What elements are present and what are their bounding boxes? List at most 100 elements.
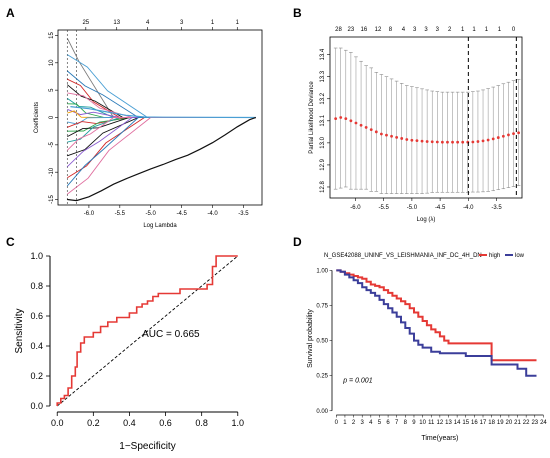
panel-b-point: [369, 128, 373, 132]
panel-b-point: [476, 140, 480, 143]
panel-a-coef-path: [67, 110, 256, 118]
panel-a-top-tick-label: 1: [236, 20, 240, 26]
panel-d-y-tick-label: 0.25: [316, 374, 328, 380]
panel-a-y-tick-label: 15: [49, 31, 55, 38]
panel-c-x-tick-label: 0.2: [87, 418, 100, 428]
panel-a-y-tick-label: 10: [49, 59, 55, 66]
panel-a-y-tick-label: 0: [49, 115, 55, 119]
panel-b-point: [385, 133, 388, 137]
panel-a-coef-path-main: [67, 116, 257, 202]
panel-d-y-tick-label: 0.00: [316, 409, 328, 415]
panel-b-x-tick-label: -4.0: [463, 205, 474, 211]
panel-a-coef-path: [67, 78, 256, 118]
panel-c-y-tick-label: 0.0: [30, 401, 43, 411]
panel-a-coef-path: [66, 37, 256, 118]
panel-c-x-tick-label: 0.6: [159, 418, 172, 428]
panel-c-y-tick-label: 1.0: [30, 251, 43, 261]
panel-d-x-tick-label: 24: [540, 420, 547, 426]
panel-c-y-tick-label: 0.2: [30, 371, 43, 381]
panel-b-y-tick-label: 13.2: [320, 92, 326, 104]
panel-a-x-tick-label: -5.0: [146, 211, 157, 217]
panel-b-x-tick-label: -4.5: [435, 205, 446, 211]
panel-b-point: [344, 117, 348, 121]
panel-b-point: [364, 126, 368, 129]
panel-b-point: [420, 139, 424, 143]
panel-d-legend-label-high: high: [489, 253, 500, 259]
panel-b-point: [395, 135, 399, 139]
panel-d-x-tick-label: 10: [419, 420, 426, 426]
panel-d-survival-curve: N_GSE42088_UNINF_VS_LEISHMANIA_INF_DC_4H…: [307, 253, 547, 442]
panel-label-d: D: [293, 235, 302, 249]
panel-b-point: [334, 117, 338, 121]
panel-b-x-tick-label: -5.0: [407, 205, 418, 211]
panel-c-roc-line: [56, 255, 238, 406]
panel-d-x-tick-label: 17: [480, 420, 487, 426]
panel-b-point: [491, 137, 495, 141]
panel-a-coef-path-main: [70, 106, 256, 119]
panel-b-point: [451, 140, 454, 144]
panel-b-top-tick-label: 23: [348, 27, 355, 33]
panel-d-x-tick-label: 5: [378, 420, 382, 426]
panel-d-x-tick-label: 2: [352, 420, 356, 426]
panel-b-top-tick-label: 1: [498, 27, 502, 33]
panel-b-top-tick-label: 1: [472, 27, 476, 33]
panel-b-top-tick-label: 2: [448, 27, 452, 33]
panel-b-point: [440, 140, 444, 144]
panel-d-x-tick-label: 11: [428, 420, 435, 426]
panel-c-auc-annotation: AUC = 0.665: [142, 329, 200, 340]
panel-a-top-tick-label: 25: [82, 20, 89, 26]
panel-a-x-tick-label: -4.5: [176, 211, 187, 217]
panel-b-point: [481, 139, 485, 143]
panel-c-x-tick-label: 0.4: [123, 418, 136, 428]
panel-b-x-tick-label: -5.5: [378, 205, 389, 211]
panel-b-top-tick-label: 3: [424, 27, 428, 33]
panel-a-top-tick-label: 1: [211, 20, 215, 26]
panel-b-point: [379, 132, 383, 136]
panel-b-y-tick-label: 12.8: [320, 180, 326, 192]
panel-a-x-axis-label: Log Lambda: [143, 223, 177, 229]
panel-b-top-tick-label: 1: [485, 27, 489, 33]
panel-b-partial-likelihood: 28 23 16 12 8 4 3 3 3 2 1 1 1 1 0 -6.0 -5.5 -5.0 -4.5 -4.0 -…: [309, 27, 523, 223]
panel-b-top-tick-label: 3: [436, 27, 440, 33]
panel-b-point: [461, 140, 465, 144]
panel-b-y-tick-label: 13.4: [320, 48, 326, 60]
panel-c-x-tick-label: 0.0: [51, 418, 64, 428]
panel-b-point: [354, 121, 358, 125]
panel-c-y-axis-label: Sensitivity: [14, 308, 25, 353]
panel-c-x-axis-label: 1−Specificity: [119, 441, 175, 452]
panel-d-survival-curve-low: [336, 269, 537, 377]
panel-d-x-tick-label: 14: [454, 420, 461, 426]
panel-d-x-tick-label: 12: [437, 420, 444, 426]
panel-a-lasso-coefficients: 25 13 4 3 1 1 -6.0 -5.5 -5.0 -4.5 -4.0 -3.5 -15 -10 -5…: [34, 20, 263, 229]
panel-b-y-tick-label: 13.0: [320, 136, 326, 148]
panel-b-point: [430, 140, 434, 144]
panel-d-x-tick-label: 20: [506, 420, 513, 426]
panel-c-x-tick-label: 1.0: [232, 418, 245, 428]
panel-a-coef-path: [67, 117, 256, 132]
panel-d-x-tick-label: 16: [471, 420, 478, 426]
panel-b-point: [512, 132, 515, 136]
panel-b-point: [390, 134, 393, 138]
panel-a-coef-path: [67, 103, 256, 118]
panel-d-x-tick-label: 18: [488, 420, 495, 426]
panel-b-x-tick-label: -3.5: [491, 205, 502, 211]
panel-a-coef-path: [67, 70, 256, 118]
panel-d-y-axis-label: Survival probability: [307, 309, 314, 368]
panel-b-y-tick-label: 13.3: [320, 70, 326, 82]
panel-a-top-tick-label: 13: [113, 20, 120, 26]
panel-c-roc-curve: 0.0 0.2 0.4 0.6 0.8 1.0 0.0 0.2 0.4 0.6 0.8 1.0 1−Sp…: [14, 251, 244, 452]
panel-a-x-tick-label: -6.0: [84, 211, 95, 217]
panel-a-y-tick-label: -15: [49, 195, 55, 204]
panel-a-top-tick-label: 3: [180, 20, 184, 26]
panel-a-coef-path: [67, 108, 256, 118]
panel-d-x-tick-label: 6: [386, 420, 390, 426]
panel-d-p-value: p = 0.001: [342, 378, 372, 385]
panel-d-x-tick-label: 7: [395, 420, 399, 426]
panel-c-y-tick-label: 0.8: [30, 281, 43, 291]
panel-b-point: [486, 138, 490, 142]
panel-b-x-axis-label: Log (λ): [417, 217, 436, 223]
panel-d-y-tick-label: 1.00: [316, 268, 328, 274]
panel-c-y-tick-label: 0.6: [30, 311, 43, 321]
panel-c-y-tick-label: 0.4: [30, 341, 43, 351]
